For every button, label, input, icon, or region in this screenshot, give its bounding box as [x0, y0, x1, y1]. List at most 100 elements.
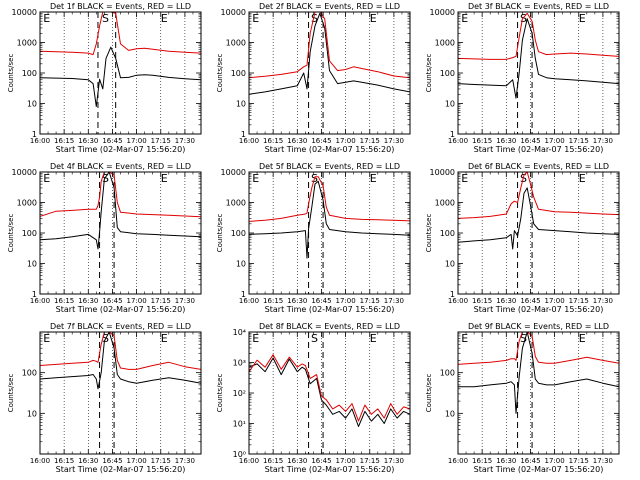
x-tick-label: 16:30 [287, 137, 307, 145]
panel-title: Det 5f BLACK = Events, RED = LLD [259, 162, 400, 171]
x-tick-label: 16:00 [448, 457, 468, 465]
x-tick-label: 17:15 [360, 137, 380, 145]
region-label: S [311, 332, 318, 345]
region-label: E [461, 332, 468, 345]
y-tick-label: 1000 [17, 199, 37, 208]
x-tick-label: 17:00 [545, 137, 565, 145]
series-lld-line [40, 332, 201, 370]
y-tick-label: 1000 [435, 39, 455, 48]
series-lld-line [40, 12, 201, 56]
panel-title: Det 8f BLACK = Events, RED = LLD [259, 322, 400, 331]
y-tick-label: 10000 [430, 8, 455, 17]
series-events-line [249, 357, 410, 427]
x-tick-label: 17:15 [151, 297, 171, 305]
x-tick-label: 16:15 [472, 457, 492, 465]
series-lld-line [458, 12, 619, 60]
x-axis-label: Start Time (02-Mar-07 15:56:20) [265, 465, 395, 474]
region-label: E [252, 172, 259, 185]
x-tick-label: 16:45 [102, 297, 122, 305]
x-axis-label: Start Time (02-Mar-07 15:56:20) [474, 465, 604, 474]
series-events-line [40, 46, 201, 107]
x-tick-label: 16:45 [311, 297, 331, 305]
region-label: S [520, 12, 527, 25]
y-tick-label: 100 [440, 69, 455, 78]
x-tick-label: 17:00 [127, 457, 147, 465]
series-lld-line [249, 354, 410, 422]
y-tick-label: 1000 [226, 39, 246, 48]
x-tick-label: 16:00 [448, 137, 468, 145]
x-tick-label: 16:00 [30, 297, 50, 305]
x-tick-label: 17:30 [593, 457, 613, 465]
y-axis-label: Counts/sec [7, 214, 15, 253]
x-tick-label: 17:30 [384, 457, 404, 465]
region-label: S [311, 12, 318, 25]
x-tick-label: 16:15 [472, 297, 492, 305]
x-tick-label: 16:00 [448, 297, 468, 305]
series-events-line [249, 180, 410, 259]
y-tick-label: 100 [440, 369, 455, 378]
x-tick-label: 17:00 [545, 457, 565, 465]
region-label: E [579, 332, 586, 345]
y-axis-label: Counts/sec [216, 54, 224, 93]
region-label: E [579, 172, 586, 185]
region-label: S [102, 12, 109, 25]
x-tick-label: 17:15 [151, 457, 171, 465]
y-tick-label: 10 [445, 260, 455, 269]
y-tick-label: 10 [236, 260, 246, 269]
y-tick-label: 10² [233, 389, 246, 398]
x-axis-label: Start Time (02-Mar-07 15:56:20) [56, 305, 186, 314]
x-tick-label: 16:30 [496, 457, 516, 465]
region-label: E [252, 12, 259, 25]
x-tick-label: 16:00 [239, 297, 259, 305]
series-lld-line [458, 332, 619, 365]
y-tick-label: 10 [445, 100, 455, 109]
y-tick-label: 10 [27, 409, 37, 418]
region-label: E [161, 172, 168, 185]
region-label: E [161, 332, 168, 345]
x-tick-label: 16:00 [239, 137, 259, 145]
x-tick-label: 17:15 [151, 137, 171, 145]
y-tick-label: 1 [32, 290, 37, 299]
x-tick-label: 16:15 [54, 457, 74, 465]
y-tick-label: 10000 [12, 168, 37, 177]
y-tick-label: 10000 [12, 8, 37, 17]
x-tick-label: 16:30 [287, 457, 307, 465]
panel-title: Det 2f BLACK = Events, RED = LLD [259, 2, 400, 11]
panel-title: Det 7f BLACK = Events, RED = LLD [50, 322, 191, 331]
x-axis-label: Start Time (02-Mar-07 15:56:20) [474, 305, 604, 314]
y-tick-label: 1000 [435, 199, 455, 208]
x-tick-label: 17:00 [336, 297, 356, 305]
y-tick-label: 100 [231, 69, 246, 78]
y-tick-label: 10³ [233, 359, 246, 368]
panel-title: Det 1f BLACK = Events, RED = LLD [50, 2, 191, 11]
region-label: S [520, 332, 527, 345]
y-tick-label: 100 [22, 69, 37, 78]
y-tick-label: 10⁰ [233, 450, 246, 459]
x-tick-label: 16:15 [263, 457, 283, 465]
y-axis-label: Counts/sec [425, 374, 433, 413]
y-tick-label: 1 [450, 290, 455, 299]
x-tick-label: 16:30 [496, 137, 516, 145]
series-events-line [249, 12, 410, 95]
region-label: E [461, 12, 468, 25]
y-tick-label: 100 [440, 229, 455, 238]
series-events-line [40, 172, 201, 250]
y-tick-label: 10¹ [233, 420, 246, 429]
x-tick-label: 16:15 [263, 137, 283, 145]
x-tick-label: 16:30 [78, 297, 98, 305]
x-tick-label: 16:00 [30, 457, 50, 465]
x-tick-label: 17:30 [175, 297, 195, 305]
x-tick-label: 16:45 [520, 137, 540, 145]
x-tick-label: 16:45 [520, 297, 540, 305]
y-tick-label: 10 [236, 100, 246, 109]
series-events-line [458, 18, 619, 99]
region-label: E [43, 12, 50, 25]
panel-title: Det 6f BLACK = Events, RED = LLD [468, 162, 609, 171]
x-axis-label: Start Time (02-Mar-07 15:56:20) [265, 305, 395, 314]
x-tick-label: 16:45 [311, 137, 331, 145]
